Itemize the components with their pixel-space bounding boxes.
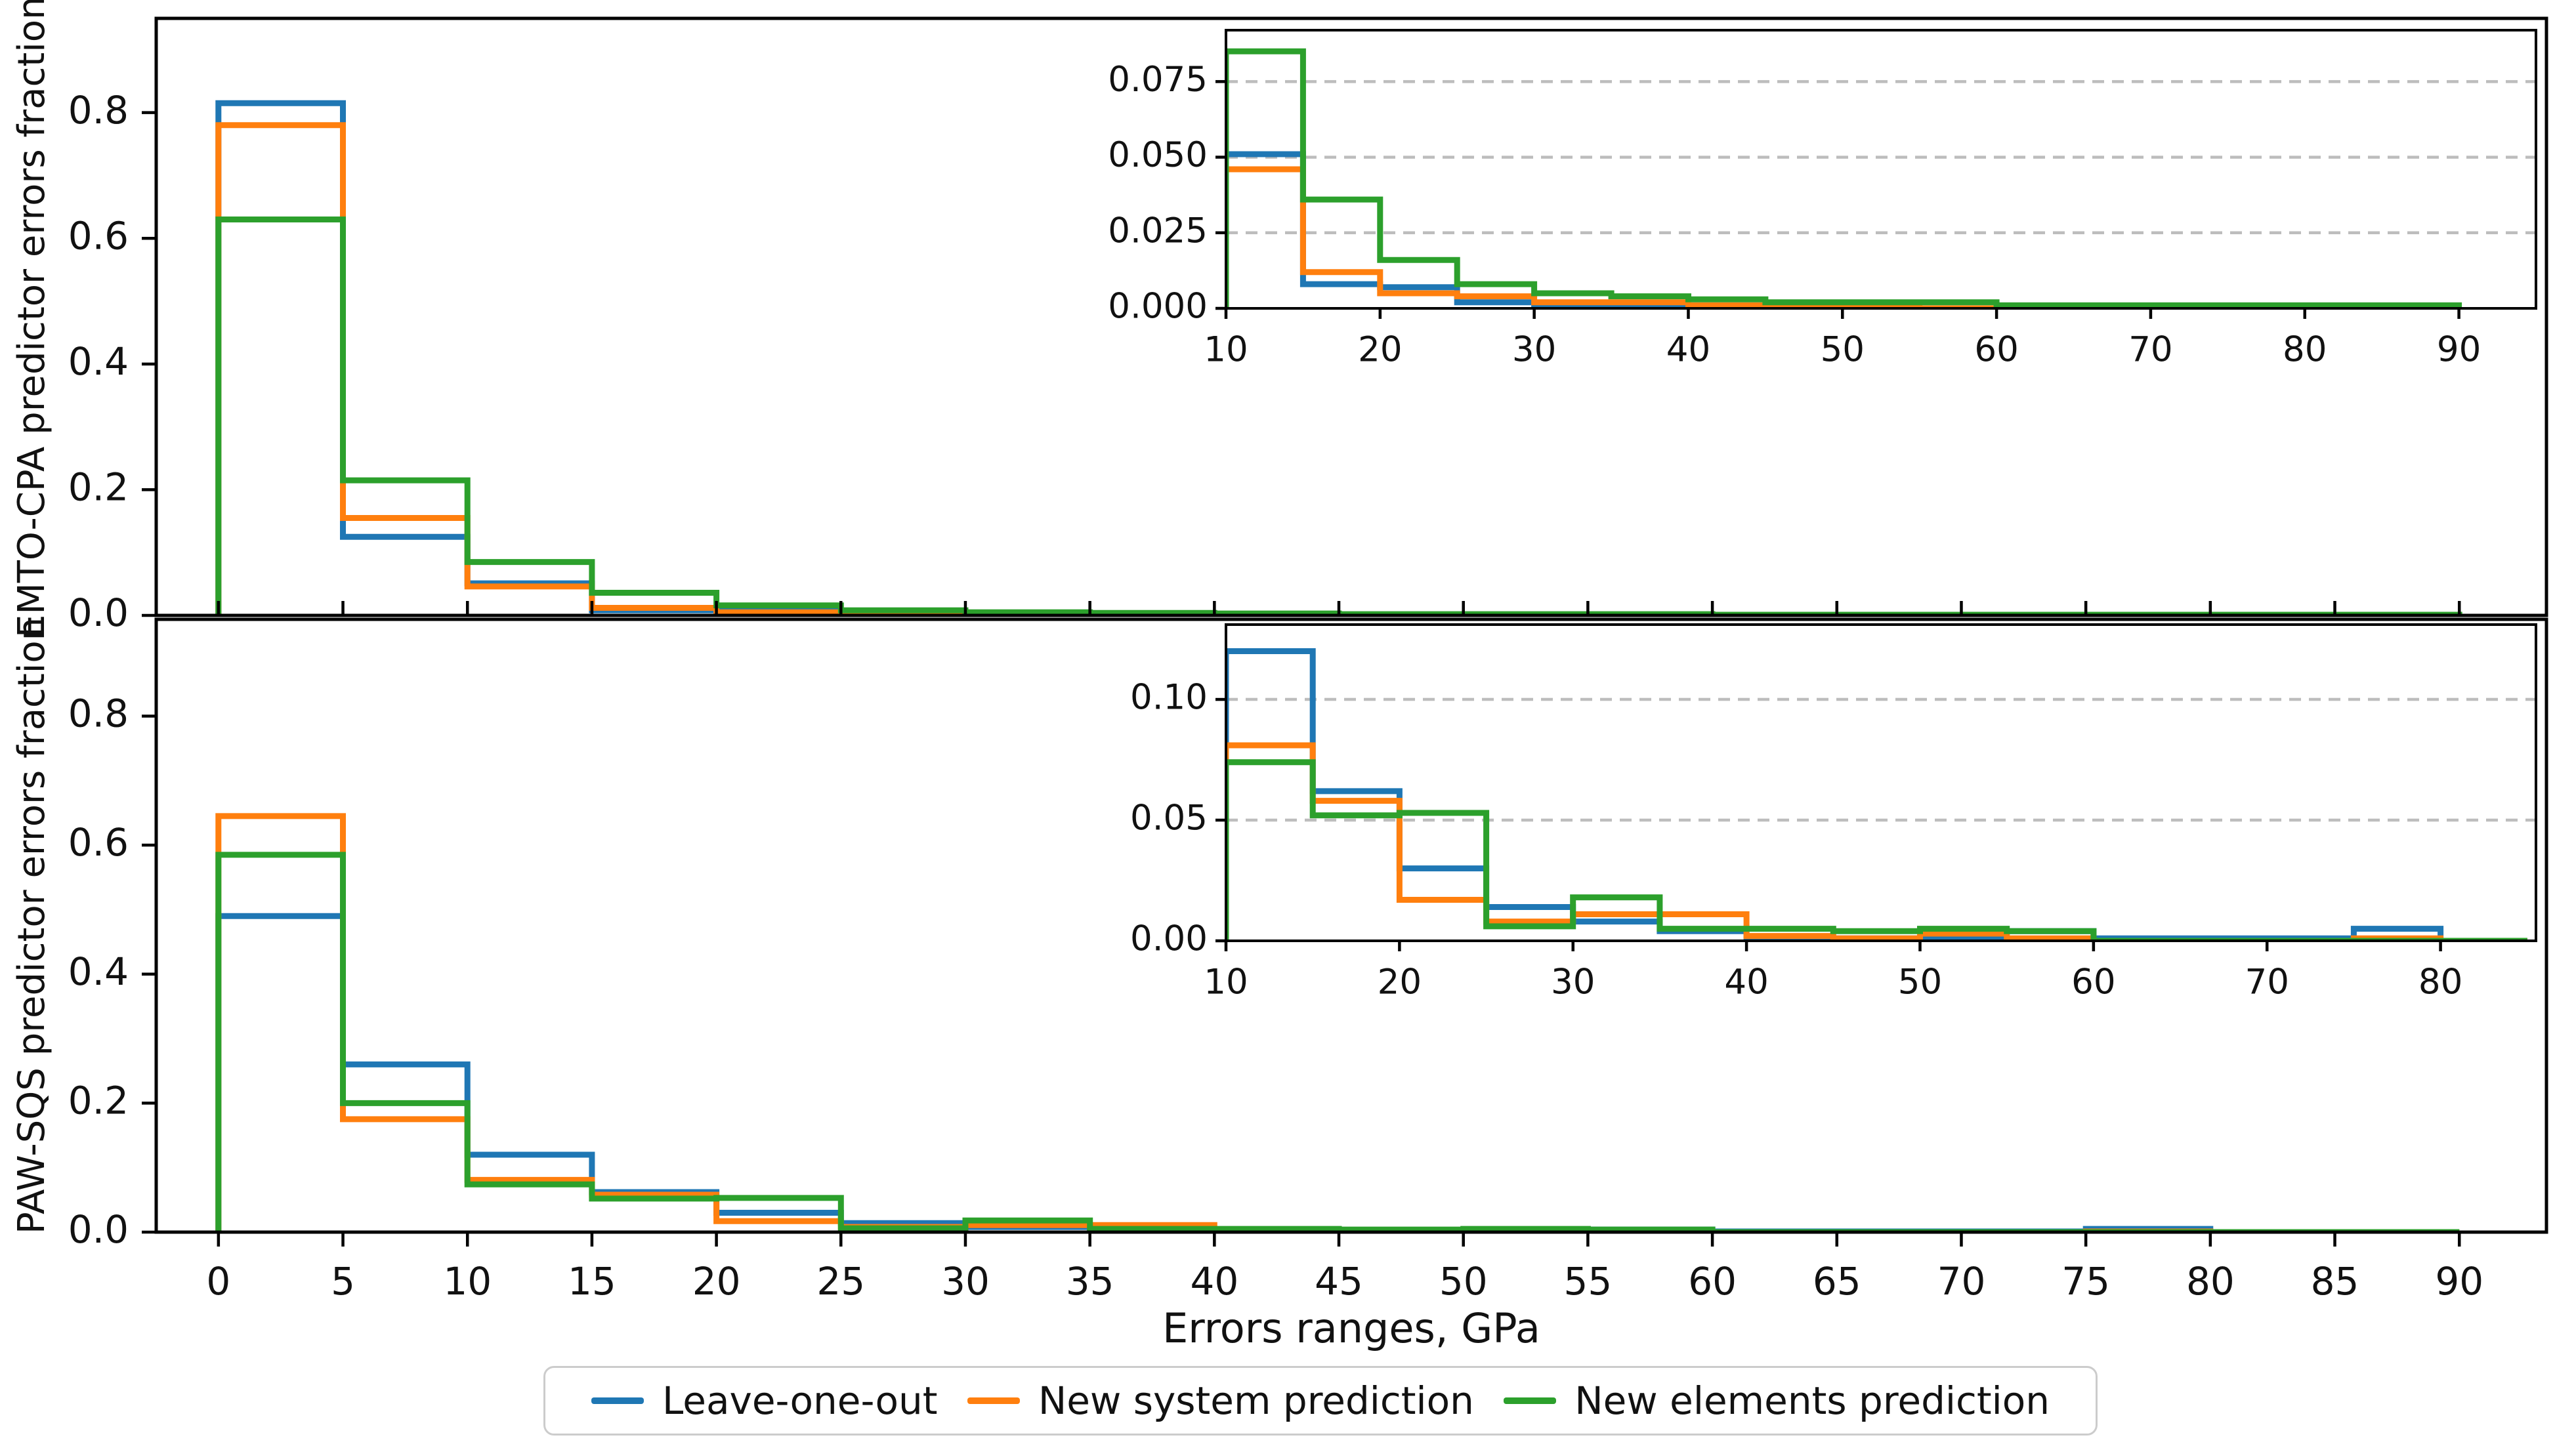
series-line-emto-cpa: [215, 217, 2462, 615]
axes-frame: [1225, 623, 2537, 942]
legend-label: New elements prediction: [1574, 1378, 2050, 1423]
series-line-emto-cpa: [1226, 151, 2459, 308]
x-tick-label: 45: [1315, 1259, 1363, 1304]
y-tick-label: 0.8: [68, 692, 129, 736]
x-tick-label: 55: [1564, 1259, 1613, 1304]
legend-label: New system prediction: [1038, 1378, 1474, 1423]
y-tick-label: 0.025: [1108, 211, 1208, 251]
panel-main-bottom: 0 5 10 15 20 25 30 35 40 45 50 55 60 65 70 75 80 85 900.00…: [68, 617, 2548, 1304]
series-line-emto-cpa: [215, 100, 2460, 615]
series-line-emto-cpa: [1226, 48, 2462, 308]
series-line-paw-sqs: [1226, 759, 2527, 941]
x-tick-label: 35: [1066, 1259, 1114, 1304]
x-tick-label: 25: [816, 1259, 865, 1304]
x-tick-label: 5: [331, 1259, 355, 1304]
x-tick-label: 60: [1974, 329, 2018, 369]
legend-swatch-green: [1504, 1397, 1557, 1404]
x-tick-label: 80: [2283, 329, 2327, 369]
y-tick-label: 0.000: [1108, 287, 1208, 327]
axes-frame: [154, 617, 2548, 1234]
legend-swatch-orange: [967, 1397, 1020, 1404]
x-tick-label: 40: [1190, 1259, 1238, 1304]
x-tick-label: 30: [1512, 329, 1556, 369]
x-tick-label: 60: [1688, 1259, 1737, 1304]
x-tick-label: 20: [692, 1259, 741, 1304]
x-tick-label: 0: [206, 1259, 230, 1304]
y-tick-label: 0.6: [68, 820, 129, 865]
x-axis-label: Errors ranges, GPa: [1162, 1304, 1540, 1352]
x-tick-label: 30: [1551, 962, 1595, 1002]
ylabel-paw-sqs: PAW-SQS predictor errors fraction: [11, 617, 53, 1235]
x-tick-label: 30: [941, 1259, 990, 1304]
y-tick-label: 0.2: [68, 1078, 129, 1123]
y-tick-label: 0.050: [1108, 135, 1208, 175]
legend-item-new-system: New system prediction: [967, 1378, 1474, 1423]
y-tick-label: 0.6: [68, 213, 129, 258]
y-tick-label: 0.2: [68, 465, 129, 510]
x-tick-label: 50: [1821, 329, 1865, 369]
x-tick-label: 40: [1666, 329, 1710, 369]
x-tick-label: 50: [1439, 1259, 1488, 1304]
y-tick-label: 0.0: [68, 1207, 129, 1252]
x-tick-label: 80: [2186, 1259, 2235, 1304]
legend-item-new-elements: New elements prediction: [1504, 1378, 2050, 1423]
series-line-paw-sqs: [1226, 742, 2527, 941]
y-tick-label: 0.4: [68, 949, 129, 994]
x-tick-label: 15: [568, 1259, 616, 1304]
x-tick-label: 40: [1724, 962, 1768, 1002]
x-tick-label: 70: [2128, 329, 2172, 369]
y-tick-label: 0.10: [1130, 678, 1208, 718]
axes-frame: [1225, 29, 2537, 310]
x-tick-label: 65: [1813, 1259, 1861, 1304]
series-line-paw-sqs: [215, 813, 2460, 1232]
series-line-emto-cpa: [1226, 166, 2459, 308]
x-tick-label: 75: [2061, 1259, 2110, 1304]
ylabel-emto-cpa: EMTO-CPA predictor errors fraction: [11, 0, 53, 638]
y-tick-label: 0.00: [1130, 919, 1208, 959]
panel-main-top: 0.0 0.2 0.4 0.6 0.8: [68, 16, 2548, 635]
x-tick-label: 70: [1937, 1259, 1986, 1304]
legend: Leave-one-out New system prediction New …: [543, 1366, 2098, 1436]
x-tick-label: 90: [2437, 329, 2481, 369]
y-tick-label: 0.8: [68, 88, 129, 133]
y-tick-label: 0.4: [68, 339, 129, 384]
x-tick-label: 70: [2245, 962, 2289, 1002]
x-tick-label: 90: [2435, 1259, 2483, 1304]
y-tick-label: 0.075: [1108, 60, 1208, 100]
x-tick-label: 10: [443, 1259, 492, 1304]
x-tick-label: 10: [1204, 329, 1248, 369]
legend-item-leave-one-out: Leave-one-out: [591, 1378, 937, 1423]
panel-inset-top: 10 20 30 40 50 60 70 80 90 0.000 0.025 0.050 0.075: [1108, 29, 2537, 369]
y-tick-label: 0.0: [68, 590, 129, 635]
panel-inset-bottom: 10 20 30 40 50 60 70 80 0.00 0.05 0.10: [1130, 623, 2537, 1002]
x-tick-label: 10: [1204, 962, 1248, 1002]
x-tick-label: 80: [2418, 962, 2462, 1002]
x-tick-label: 20: [1358, 329, 1402, 369]
x-tick-label: 20: [1378, 962, 1422, 1002]
axes-frame: [154, 16, 2548, 617]
x-tick-label: 50: [1898, 962, 1942, 1002]
x-tick-label: 85: [2311, 1259, 2359, 1304]
series-line-paw-sqs: [215, 852, 2460, 1232]
y-tick-label: 0.05: [1130, 798, 1208, 838]
legend-label: Leave-one-out: [662, 1378, 938, 1423]
legend-swatch-blue: [591, 1397, 644, 1404]
x-tick-label: 60: [2071, 962, 2115, 1002]
